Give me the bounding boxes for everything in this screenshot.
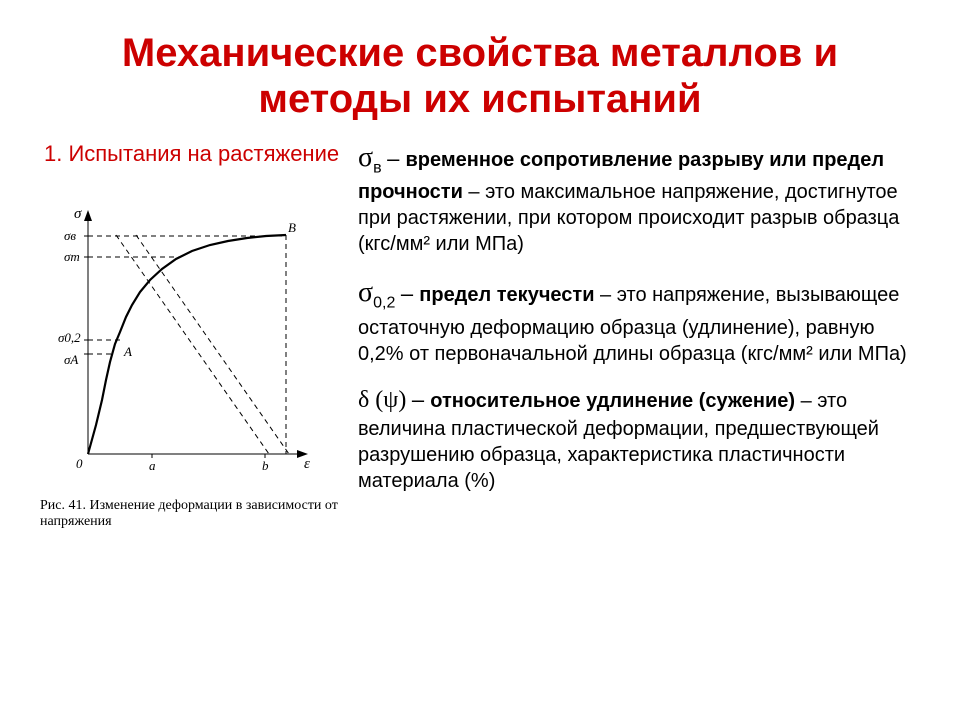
svg-text:σА: σА: [64, 352, 78, 367]
svg-text:σт: σт: [64, 249, 80, 264]
svg-text:σв: σв: [64, 228, 76, 243]
symbol-sigma-v: σв: [358, 142, 382, 173]
symbol-sigma-02: σ0,2: [358, 277, 395, 308]
subheading: 1. Испытания на растяжение: [40, 140, 340, 168]
svg-text:σ: σ: [74, 206, 82, 222]
symbol-delta-psi: δ (ψ): [358, 387, 406, 413]
right-column: σв – временное сопротивление разрыву или…: [358, 140, 920, 530]
svg-text:ε: ε: [304, 456, 310, 472]
term-sigma-02: предел текучести: [419, 284, 594, 306]
svg-text:b: b: [262, 458, 269, 473]
figure-caption: Рис. 41. Изменение деформации в зависимо…: [40, 498, 340, 530]
def-sigma-02: σ0,2 – предел текучести – это напряжение…: [358, 275, 920, 366]
page-title: Механические свойства металлов и методы …: [40, 30, 920, 122]
definitions: σв – временное сопротивление разрыву или…: [358, 140, 920, 494]
dash: –: [412, 387, 430, 412]
term-delta-psi: относительное удлинение (сужение): [430, 390, 795, 412]
svg-text:σ0,2: σ0,2: [58, 330, 81, 345]
columns: 1. Испытания на растяжение σ ε 0 σв σт σ0,2 σА…: [40, 140, 920, 530]
slide: Механические свойства металлов и методы …: [0, 0, 960, 720]
dash: –: [387, 146, 405, 171]
svg-text:a: a: [149, 458, 156, 473]
def-sigma-v: σв – временное сопротивление разрыву или…: [358, 140, 920, 257]
svg-text:A: A: [123, 344, 132, 359]
stress-strain-chart: σ ε 0 σв σт σ0,2 σА A Ba b: [40, 192, 320, 492]
dash: –: [401, 281, 419, 306]
svg-text:B: B: [288, 220, 296, 235]
stress-strain-figure: σ ε 0 σв σт σ0,2 σА A Ba b Рис. 41. Изменение деф…: [40, 192, 340, 530]
svg-text:0: 0: [76, 456, 83, 471]
def-delta-psi: δ (ψ) – относительное удлинение (сужение…: [358, 385, 920, 494]
left-column: 1. Испытания на растяжение σ ε 0 σв σт σ0,2 σА…: [40, 140, 340, 530]
